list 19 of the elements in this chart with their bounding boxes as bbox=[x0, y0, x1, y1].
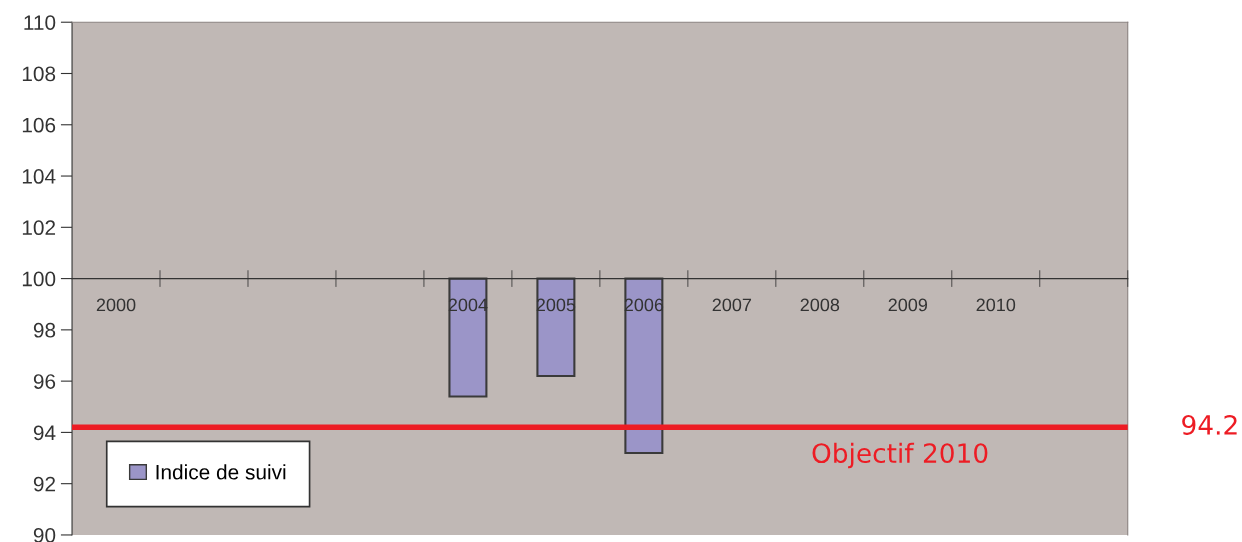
y-tick-label: 110 bbox=[24, 15, 56, 30]
y-tick-label: 100 bbox=[22, 271, 56, 287]
ref-line-label: 94.2 bbox=[1182, 414, 1237, 435]
y-tick-label: 106 bbox=[22, 117, 56, 133]
y-tick-label: 94 bbox=[33, 425, 56, 441]
x-tick-label: 2010 bbox=[976, 298, 1016, 312]
y-tick-label: 96 bbox=[33, 374, 56, 389]
x-tick-label: 2000 bbox=[96, 298, 136, 312]
y-tick-label: 108 bbox=[22, 66, 56, 82]
legend-label: Indice de suivi bbox=[156, 464, 286, 480]
y-tick-label: 104 bbox=[22, 169, 56, 184]
x-tick-label: 2009 bbox=[888, 298, 928, 312]
annotation: Objectif 2010 bbox=[812, 442, 988, 469]
y-tick-label: 98 bbox=[33, 322, 56, 338]
y-tick-label: 102 bbox=[22, 220, 56, 236]
x-tick-label: 2008 bbox=[800, 298, 840, 312]
y-tick-label: 92 bbox=[33, 476, 56, 492]
x-tick-label: 2007 bbox=[712, 298, 752, 312]
y-tick-label: 90 bbox=[33, 527, 56, 542]
